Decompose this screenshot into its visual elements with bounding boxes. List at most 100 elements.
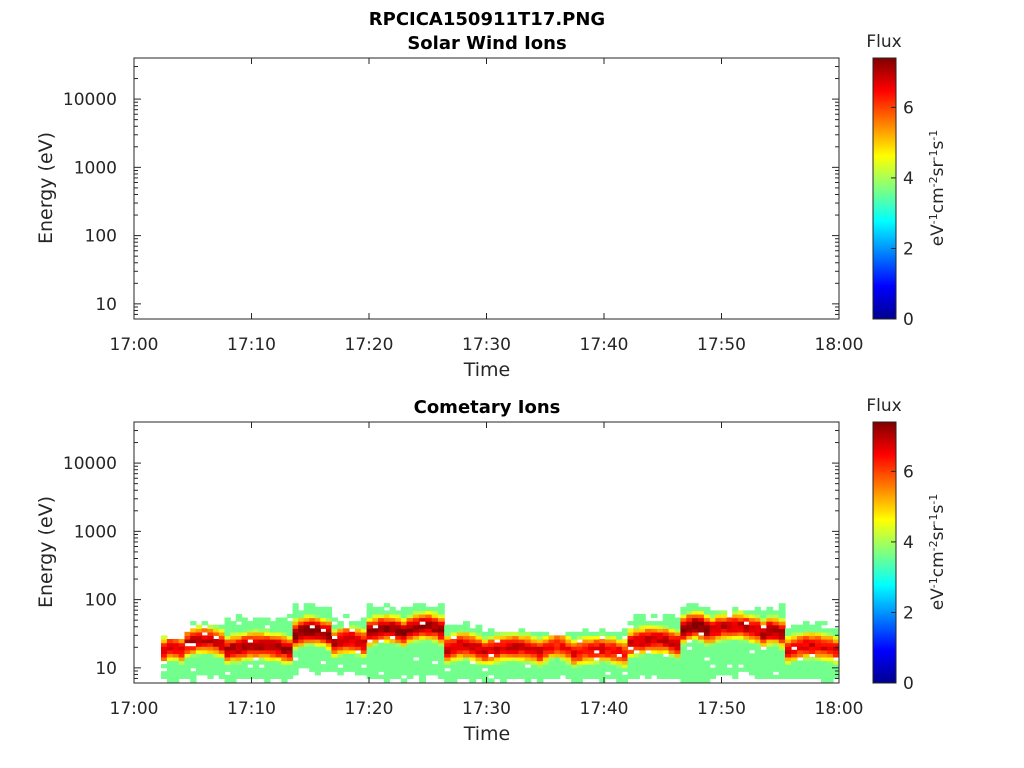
spectrogram-cell [281,678,288,683]
spectrogram-cell [524,642,532,647]
spectrogram-cell [269,628,277,633]
spectrogram-cell [621,646,629,651]
spectrogram-cell [692,671,699,676]
spectrogram-cell [412,624,420,629]
spectrogram-cell [530,671,538,676]
spectrogram-cell [500,646,507,651]
spectrogram-cell [760,621,768,626]
spectrogram-cell [235,639,243,644]
spectrogram-cell [269,660,277,665]
spectrogram-cell [554,649,561,654]
spectrogram-cell [437,621,445,626]
spectrogram-cell [463,628,470,633]
spectrogram-cell [692,660,699,665]
spectrogram-cell [224,667,231,672]
spectrogram-cell [331,646,338,651]
spectrogram-cell [450,664,458,669]
spectrogram-cell [809,642,816,647]
spectrogram-cell [530,631,538,636]
spectrogram-cell [633,639,640,644]
spectrogram-cell [247,660,254,665]
spectrogram-cell [709,631,716,636]
spectrogram-cell [662,667,670,672]
spectrogram-cell [178,674,186,679]
spectrogram-cell [766,664,774,669]
spectrogram-cell [252,639,260,644]
spectrogram-cell [325,660,332,665]
spectrogram-cell [530,646,538,651]
spectrogram-cell [656,664,664,669]
spectrogram-cell [161,635,168,640]
spectrogram-cell [292,671,299,676]
spectrogram-cell [213,653,220,658]
spectrogram-cell [709,671,716,676]
spectrogram-cell [721,649,728,654]
spectrogram-cell [524,667,532,672]
spectrogram-cell [230,624,237,629]
spectrogram-cell [698,606,705,611]
spectrogram-cell [668,642,676,647]
spectrogram-cell [378,631,385,636]
spectrogram-cell [166,674,174,679]
spectrogram-cell [772,646,780,651]
spectrogram-cell [331,639,338,644]
spectrogram-cell [827,653,834,658]
spectrogram-cell [686,660,693,665]
spectrogram-cell [481,656,489,662]
spectrogram-cell [686,621,693,626]
spectrogram-cell [444,660,452,665]
spectrogram-cell [400,656,408,662]
x-tick-label: 17:50 [697,335,746,355]
spectrogram-cell [698,674,705,679]
spectrogram-cell [235,631,243,636]
spectrogram-cell [518,646,526,651]
x-tick-label: 17:00 [110,335,159,355]
spectrogram-cell [331,624,338,629]
spectrogram-cell [536,653,544,658]
spectrogram-cell [456,635,464,640]
spectrogram-cell [325,631,332,636]
spectrogram-cell [213,624,220,629]
spectrogram-cell [475,674,483,679]
spectrogram-cell [425,656,433,662]
spectrogram-cell [425,606,433,611]
spectrogram-cell [559,649,566,654]
spectrogram-cell [320,656,327,662]
spectrogram-cell [258,646,265,651]
spectrogram-cell [325,635,332,640]
spectrogram-cell [627,649,634,654]
spectrogram-cell [235,617,243,622]
spectrogram-cell [264,674,271,679]
spectrogram-cell [281,642,288,647]
spectrogram-cell [599,631,606,636]
spectrogram-cell [425,642,433,647]
spectrogram-cell [737,628,744,633]
spectrogram-cell [530,660,538,665]
spectrogram-cell [366,621,373,626]
spectrogram-cell [252,660,260,665]
x-axis-label: Time [463,359,511,381]
spectrogram-cell [616,667,623,672]
spectrogram-cell [827,660,834,665]
spectrogram-cell [715,613,722,619]
spectrogram-cell [610,649,617,654]
spectrogram-cell [797,664,804,669]
spectrogram-cell [610,646,617,651]
spectrogram-cell [224,646,231,651]
spectrogram-cell [536,664,544,669]
spectrogram-cell [431,642,439,647]
spectrogram-cell [662,624,670,629]
spectrogram-cell [593,671,600,676]
spectrogram-cell [389,617,396,622]
spectrogram-cell [809,667,816,672]
spectrogram-cell [627,639,634,644]
spectrogram-cell [785,674,792,679]
spectrogram-cell [576,646,583,651]
spectrogram-cell [431,628,439,633]
spectrogram-cell [778,613,786,619]
spectrogram-cell [732,613,739,619]
spectrogram-cell [303,642,310,647]
spectrogram-cell [565,635,572,640]
spectrogram-cell [656,653,664,658]
